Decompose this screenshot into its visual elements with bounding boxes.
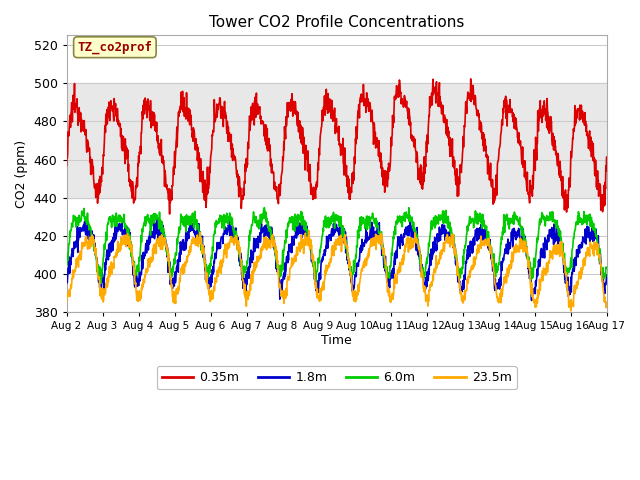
Bar bbox=[67, 83, 607, 198]
Text: TZ_co2prof: TZ_co2prof bbox=[77, 41, 152, 54]
X-axis label: Time: Time bbox=[321, 334, 352, 347]
Title: Tower CO2 Profile Concentrations: Tower CO2 Profile Concentrations bbox=[209, 15, 464, 30]
Legend: 0.35m, 1.8m, 6.0m, 23.5m: 0.35m, 1.8m, 6.0m, 23.5m bbox=[157, 366, 516, 389]
Y-axis label: CO2 (ppm): CO2 (ppm) bbox=[15, 140, 28, 208]
